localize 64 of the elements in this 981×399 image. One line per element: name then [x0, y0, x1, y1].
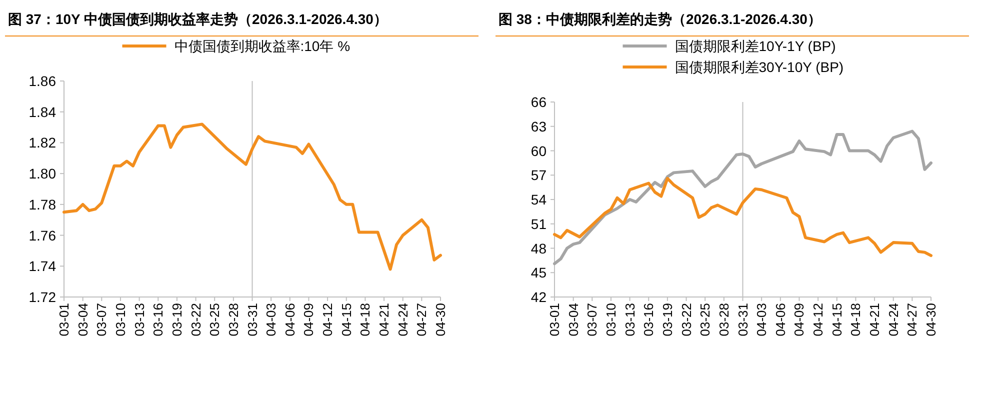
- y-tick-label: 63: [530, 118, 547, 134]
- x-tick-label: 04-18: [848, 303, 864, 336]
- x-tick-label: 03-22: [678, 303, 694, 336]
- x-tick-label: 04-21: [867, 303, 882, 336]
- x-tick-label: 04-24: [395, 303, 410, 336]
- x-tick-label: 04-09: [792, 303, 807, 336]
- x-tick-label: 04-18: [358, 303, 373, 336]
- y-tick-label: 1.84: [28, 104, 56, 120]
- x-tick-label: 03-19: [169, 303, 184, 336]
- x-tick-label: 03-01: [547, 303, 562, 336]
- y-tick-label: 1.78: [28, 196, 56, 212]
- y-tick-label: 48: [530, 240, 547, 256]
- y-tick-label: 1.72: [28, 289, 56, 305]
- x-tick-label: 03-04: [75, 303, 90, 336]
- x-tick-label: 04-15: [338, 303, 354, 336]
- x-tick-label: 03-31: [735, 303, 750, 336]
- legend-label: 国债期限利差30Y-10Y (BP): [674, 59, 844, 75]
- y-tick-label: 45: [530, 264, 547, 281]
- x-tick-label: 03-25: [698, 303, 713, 336]
- x-tick-label: 04-12: [810, 303, 826, 336]
- x-tick-label: 04-30: [924, 303, 938, 336]
- x-tick-label: 04-30: [433, 303, 448, 336]
- x-tick-label: 03-28: [226, 303, 241, 336]
- x-tick-label: 03-25: [207, 303, 222, 336]
- x-tick-label: 03-19: [660, 303, 675, 336]
- x-tick-label: 03-04: [566, 303, 581, 336]
- x-tick-label: 04-03: [754, 303, 770, 336]
- legend-label: 国债期限利差10Y-1Y (BP): [674, 38, 836, 54]
- x-tick-label: 03-10: [112, 303, 128, 336]
- chart-title: 图 38：中债期限利差的走势（2026.3.1-2026.4.30）: [498, 11, 822, 27]
- y-tick-label: 1.86: [28, 73, 56, 89]
- x-tick-label: 03-07: [584, 303, 600, 336]
- y-tick-label: 1.82: [28, 134, 56, 151]
- x-tick-label: 04-24: [886, 303, 901, 336]
- x-tick-label: 04-06: [282, 303, 298, 336]
- x-tick-label: 04-12: [320, 303, 336, 336]
- y-tick-label: 42: [530, 289, 547, 305]
- x-tick-label: 03-07: [94, 303, 110, 336]
- x-tick-label: 03-10: [603, 303, 618, 336]
- x-tick-label: 03-28: [716, 303, 732, 336]
- x-tick-label: 04-15: [829, 303, 844, 336]
- y-tick-label: 1.76: [28, 227, 56, 244]
- x-tick-label: 03-13: [622, 303, 638, 336]
- y-tick-label: 1.80: [28, 166, 56, 182]
- chart-title: 图 37：10Y 中债国债到期收益率走势（2026.3.1-2026.4.30）: [8, 11, 388, 27]
- y-tick-label: 57: [530, 167, 547, 184]
- y-tick-label: 60: [530, 142, 547, 159]
- x-tick-label: 04-27: [904, 303, 920, 336]
- x-tick-label: 03-01: [56, 303, 72, 336]
- y-tick-label: 1.74: [28, 258, 56, 274]
- x-tick-label: 04-03: [264, 303, 279, 336]
- x-tick-label: 03-16: [150, 303, 166, 336]
- x-tick-label: 04-27: [414, 303, 430, 336]
- x-tick-label: 04-06: [772, 303, 788, 336]
- x-tick-label: 03-16: [641, 303, 656, 336]
- y-tick-label: 51: [530, 216, 547, 232]
- x-tick-label: 03-13: [132, 303, 147, 336]
- legend-label: 中债国债到期收益率:10年 %: [174, 38, 350, 54]
- x-tick-label: 04-09: [301, 303, 316, 336]
- y-tick-label: 54: [530, 192, 547, 208]
- y-tick-label: 66: [530, 94, 547, 110]
- x-tick-label: 03-31: [244, 303, 260, 336]
- x-tick-label: 04-21: [376, 303, 392, 336]
- x-tick-label: 03-22: [188, 303, 204, 336]
